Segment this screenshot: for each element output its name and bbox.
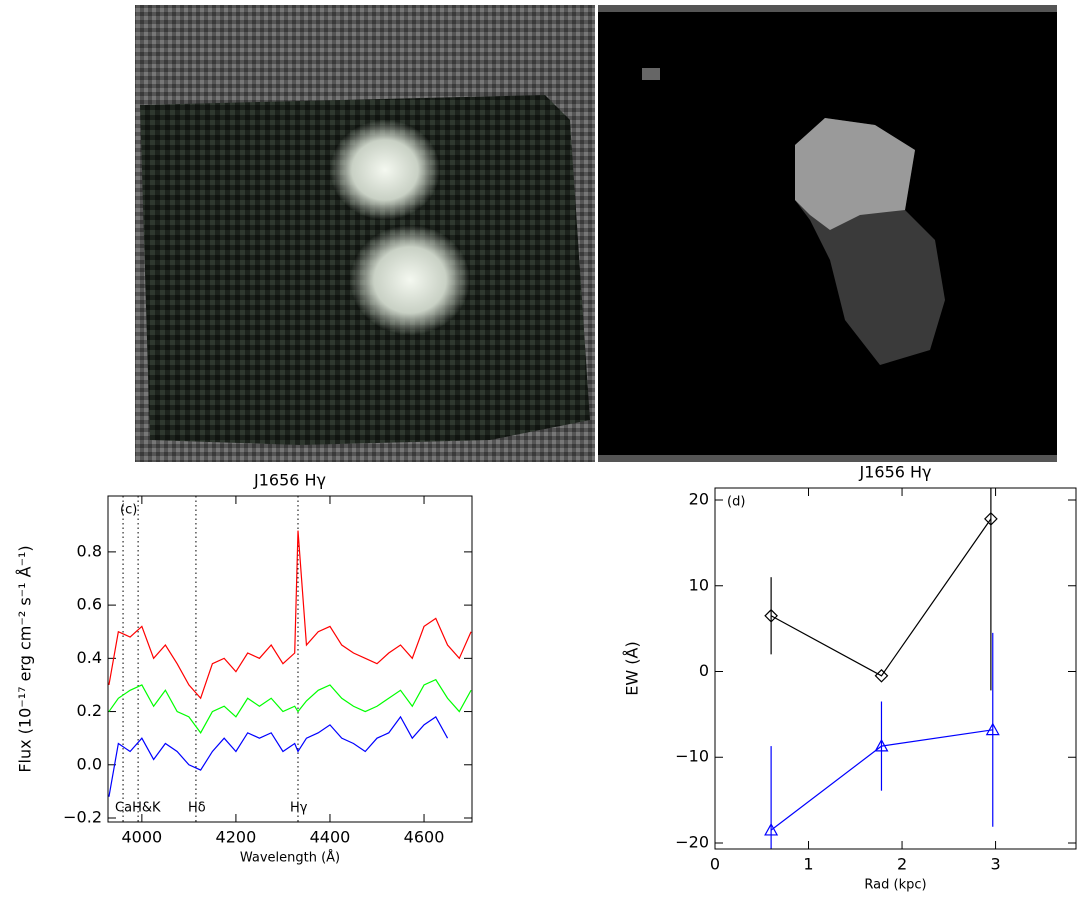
panel-label: (d)	[727, 495, 745, 510]
marker	[764, 608, 778, 623]
series-line	[108, 530, 472, 700]
series-line	[108, 715, 449, 797]
marker	[984, 512, 998, 526]
reference-label: Hδ	[188, 801, 206, 816]
x-tick-label: 4000	[122, 828, 163, 847]
image-right	[598, 5, 1057, 462]
x-tick-label: 4400	[310, 828, 351, 847]
y-axis-label: Flux (10⁻¹⁷ erg cm⁻² s⁻¹ Å⁻¹)	[16, 545, 35, 772]
x-tick-label: 4600	[404, 828, 445, 847]
x-axis-label: Wavelength (Å)	[240, 850, 340, 866]
y-tick-label: 10	[689, 575, 709, 594]
x-tick-label: 4200	[216, 828, 257, 847]
y-tick-label: −0.2	[63, 808, 102, 827]
chart-title: J1656 Hγ	[253, 471, 326, 490]
y-tick-label: 0.8	[77, 541, 102, 560]
y-tick-label: 0.6	[77, 595, 102, 614]
plot-frame	[714, 487, 1077, 850]
reference-label: Hγ	[290, 801, 308, 816]
y-tick-label: 0	[699, 661, 709, 680]
panel-label: (c)	[120, 503, 137, 518]
series-line	[108, 678, 472, 734]
chart-title: J1656 Hγ	[858, 463, 931, 482]
series-line	[770, 518, 992, 677]
image-left	[135, 5, 595, 462]
y-tick-label: 0.0	[77, 754, 102, 773]
x-tick-label: 2	[897, 855, 907, 874]
marker	[874, 668, 889, 683]
x-tick-label: 3	[990, 855, 1000, 874]
y-tick-label: 0.4	[77, 648, 102, 667]
y-tick-label: 0.2	[77, 701, 102, 720]
marker	[985, 722, 1000, 736]
marker	[874, 738, 889, 752]
x-tick-label: 0	[710, 855, 720, 874]
y-tick-label: −10	[675, 747, 709, 766]
x-tick-label: 1	[803, 855, 813, 874]
y-tick-label: −20	[675, 832, 709, 851]
plot-frame	[107, 495, 473, 823]
y-axis-label: EW (Å)	[623, 641, 642, 695]
y-tick-label: 20	[689, 490, 709, 509]
x-axis-label: Rad (kpc)	[864, 878, 926, 893]
marker	[764, 822, 779, 836]
